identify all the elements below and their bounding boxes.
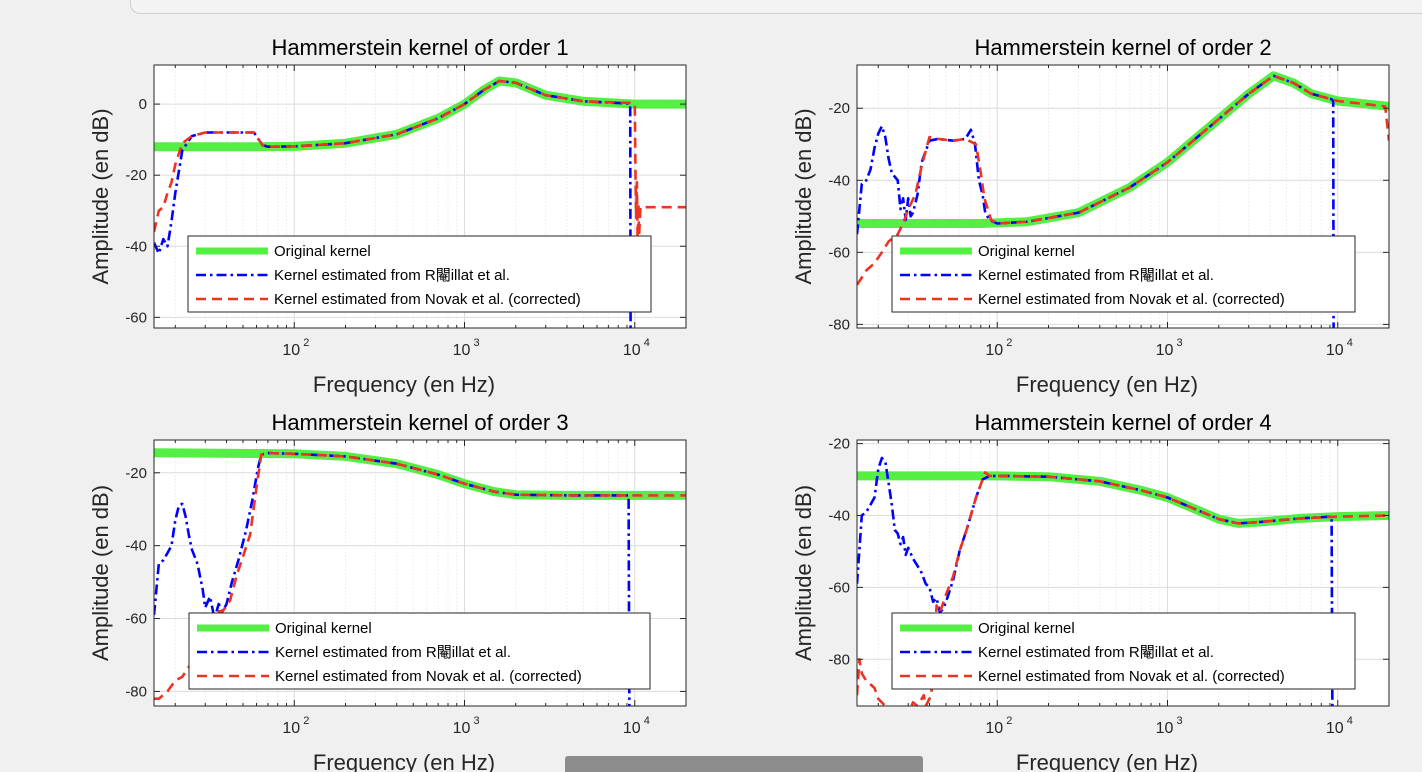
legend: Original kernel Kernel estimated from R閹i… (188, 612, 651, 690)
y-tick-label: -40 (125, 538, 147, 555)
x-tick-exponent: 2 (1006, 715, 1012, 727)
x-tick-label: 10 (1156, 720, 1174, 737)
legend: Original kernel Kernel estimated from R閹i… (891, 235, 1356, 313)
tick-marks (154, 440, 686, 706)
x-tick-exponent: 3 (473, 337, 479, 349)
x-axis-label: Frequency (en Hz) (1016, 750, 1198, 772)
y-tick-label: -60 (125, 611, 147, 628)
y-tick-label: -40 (125, 238, 147, 255)
tick-marks (154, 65, 686, 328)
chart-title: Hammerstein kernel of order 1 (271, 35, 568, 60)
y-tick-label: -60 (125, 309, 147, 326)
y-tick-label: -20 (828, 100, 850, 117)
y-tick-label: -20 (125, 465, 147, 482)
legend-label: Kernel estimated from Novak et al. (corr… (274, 291, 581, 308)
series-line-rebillat (154, 451, 631, 706)
axes-box (856, 439, 1390, 707)
x-tick-label: 10 (453, 720, 471, 737)
legend: Original kernel Kernel estimated from R閹i… (187, 235, 652, 313)
x-tick-exponent: 3 (1176, 715, 1182, 727)
x-tick-label: 10 (1326, 342, 1344, 359)
axes-box (153, 439, 687, 707)
legend-label: Kernel estimated from R閹illat et al. (274, 267, 510, 284)
series-line-novak (154, 79, 686, 248)
axes-box (856, 64, 1390, 329)
legend-label: Kernel estimated from R閹illat et al. (978, 644, 1214, 661)
legend-label: Kernel estimated from R閹illat et al. (978, 267, 1214, 284)
chart-title: Hammerstein kernel of order 4 (974, 410, 1271, 435)
x-axis-label: Frequency (en Hz) (1016, 372, 1198, 397)
x-tick-exponent: 2 (1006, 337, 1012, 349)
tick-marks (857, 440, 1389, 706)
y-tick-label: -20 (828, 436, 850, 453)
chart-title: Hammerstein kernel of order 2 (974, 35, 1271, 60)
legend-label: Original kernel (275, 620, 372, 637)
axes-box (153, 64, 687, 329)
x-tick-label: 10 (985, 720, 1003, 737)
y-tick-label: -80 (125, 683, 147, 700)
series-group (154, 448, 686, 706)
legend: Original kernel Kernel estimated from R閹i… (891, 612, 1356, 690)
x-tick-exponent: 4 (644, 715, 650, 727)
x-tick-label: 10 (623, 720, 641, 737)
y-tick-label: -80 (828, 316, 850, 333)
y-tick-label: -60 (828, 579, 850, 596)
x-tick-exponent: 3 (473, 715, 479, 727)
y-tick-label: -20 (125, 167, 147, 184)
y-axis-label: Amplitude (en dB) (791, 108, 816, 284)
series-group (154, 76, 686, 328)
legend-label: Kernel estimated from Novak et al. (corr… (978, 668, 1285, 685)
y-tick-label: -60 (828, 244, 850, 261)
x-tick-exponent: 2 (303, 337, 309, 349)
legend-label: Kernel estimated from R閹illat et al. (275, 644, 511, 661)
series-line-novak (154, 451, 686, 700)
top-toolbar-edge (130, 0, 1422, 14)
y-axis-label: Amplitude (en dB) (88, 108, 113, 284)
y-tick-label: -80 (828, 651, 850, 668)
legend-label: Original kernel (978, 243, 1075, 260)
x-tick-label: 10 (985, 342, 1003, 359)
y-tick-label: -40 (828, 507, 850, 524)
x-tick-label: 10 (1156, 342, 1174, 359)
x-tick-label: 10 (453, 342, 471, 359)
horizontal-scrollbar-thumb[interactable] (565, 756, 923, 772)
y-axis-label: Amplitude (en dB) (88, 485, 113, 661)
x-tick-exponent: 4 (1347, 337, 1353, 349)
legend-label: Kernel estimated from Novak et al. (corr… (275, 668, 582, 685)
legend-label: Original kernel (274, 243, 371, 260)
tick-marks (857, 65, 1389, 328)
x-tick-exponent: 2 (303, 715, 309, 727)
x-tick-label: 10 (623, 342, 641, 359)
legend-label: Original kernel (978, 620, 1075, 637)
x-axis-label: Frequency (en Hz) (313, 372, 495, 397)
y-axis-label: Amplitude (en dB) (791, 485, 816, 661)
series-line-novak (857, 471, 1389, 706)
chart-title: Hammerstein kernel of order 3 (271, 410, 568, 435)
y-tick-label: -40 (828, 172, 850, 189)
x-tick-label: 10 (282, 342, 300, 359)
x-tick-exponent: 3 (1176, 337, 1182, 349)
y-tick-label: 0 (139, 96, 147, 113)
series-group (857, 456, 1389, 706)
x-axis-label: Frequency (en Hz) (313, 750, 495, 772)
x-tick-exponent: 4 (1347, 715, 1353, 727)
x-tick-exponent: 4 (644, 337, 650, 349)
x-tick-label: 10 (282, 720, 300, 737)
legend-label: Kernel estimated from Novak et al. (corr… (978, 291, 1285, 308)
x-tick-label: 10 (1326, 720, 1344, 737)
